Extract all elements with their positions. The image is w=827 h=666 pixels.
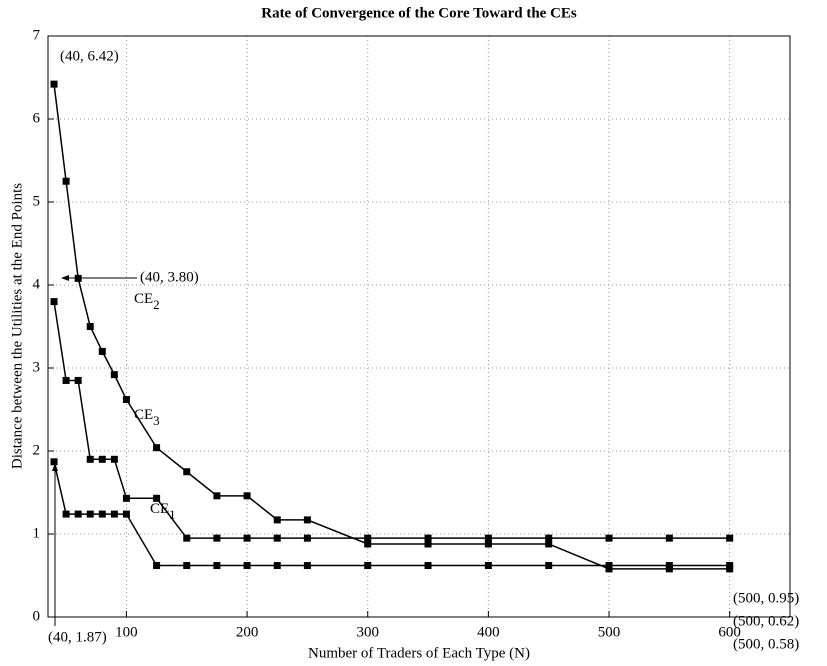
annotation: (500, 0.95) [733, 590, 799, 606]
y-tick-label: 7 [33, 27, 41, 43]
annotation: (40, 1.87) [48, 629, 107, 645]
point [726, 562, 734, 570]
point [86, 510, 94, 518]
point [665, 534, 673, 542]
x-tick-label: 500 [598, 624, 621, 640]
point [424, 534, 432, 542]
point [303, 516, 311, 524]
point [183, 468, 191, 476]
y-tick-label: 5 [33, 193, 41, 209]
point [424, 540, 432, 548]
point [364, 540, 372, 548]
point [213, 562, 221, 570]
point [50, 80, 58, 88]
point [364, 562, 372, 570]
point [153, 494, 161, 502]
point [364, 534, 372, 542]
point [484, 534, 492, 542]
y-tick-label: 4 [33, 276, 41, 292]
point [110, 455, 118, 463]
curve-label: CE1 [150, 501, 176, 522]
point [98, 510, 106, 518]
point [665, 562, 673, 570]
point [273, 516, 281, 524]
annotation: (40, 6.42) [60, 48, 119, 64]
point [726, 534, 734, 542]
annotation: (500, 0.58) [733, 636, 799, 652]
y-tick-label: 0 [33, 608, 41, 624]
point [153, 562, 161, 570]
y-tick-label: 1 [33, 525, 41, 541]
point [605, 562, 613, 570]
point [50, 298, 58, 306]
curve-label-sub: 1 [169, 507, 176, 522]
point [243, 534, 251, 542]
point [545, 540, 553, 548]
y-tick-label: 2 [33, 442, 41, 458]
point [62, 510, 70, 518]
point [484, 562, 492, 570]
point [74, 510, 82, 518]
x-axis-label: Number of Traders of Each Type (N) [308, 645, 530, 661]
point [86, 323, 94, 330]
point [303, 562, 311, 570]
y-tick-label: 3 [33, 359, 41, 375]
x-tick-label: 400 [477, 624, 500, 640]
point [50, 458, 58, 466]
chart-title: Rate of Convergence of the Core Toward t… [261, 5, 577, 21]
annotation: (500, 0.62) [733, 613, 799, 629]
point [98, 347, 106, 355]
point [122, 396, 130, 404]
point [183, 562, 191, 570]
point [303, 534, 311, 542]
curve-label: CE2 [134, 291, 160, 312]
point [213, 492, 221, 500]
annotation: (40, 3.80) [140, 269, 199, 285]
point [110, 371, 118, 379]
curve-label-text: CE [134, 291, 153, 307]
x-tick-label: 600 [718, 624, 741, 640]
point [213, 534, 221, 542]
point [74, 376, 82, 384]
point [98, 455, 106, 463]
point [62, 177, 70, 185]
point [243, 562, 251, 570]
curve-label: CE3 [134, 407, 160, 428]
point [424, 562, 432, 570]
y-axis-label: Distance between the Utilities at the En… [9, 183, 25, 469]
point [110, 510, 118, 518]
series-line [53, 84, 730, 570]
point [605, 534, 613, 542]
plot-frame [47, 35, 791, 618]
point [122, 510, 130, 518]
y-tick-label: 6 [33, 110, 41, 126]
point [153, 444, 161, 452]
point [484, 540, 492, 548]
curve-label-sub: 3 [153, 413, 160, 428]
point [62, 376, 70, 384]
point [273, 534, 281, 542]
point [86, 455, 94, 463]
curve-label-sub: 2 [153, 297, 160, 312]
point [545, 562, 553, 570]
x-tick-label: 200 [236, 624, 259, 640]
x-tick-label: 300 [356, 624, 379, 640]
point [545, 534, 553, 542]
curve-label-text: CE [150, 501, 169, 517]
point [183, 534, 191, 542]
point [273, 562, 281, 570]
curve-label-text: CE [134, 407, 153, 423]
point [122, 494, 130, 502]
x-tick-label: 100 [115, 624, 138, 640]
point [243, 492, 251, 500]
